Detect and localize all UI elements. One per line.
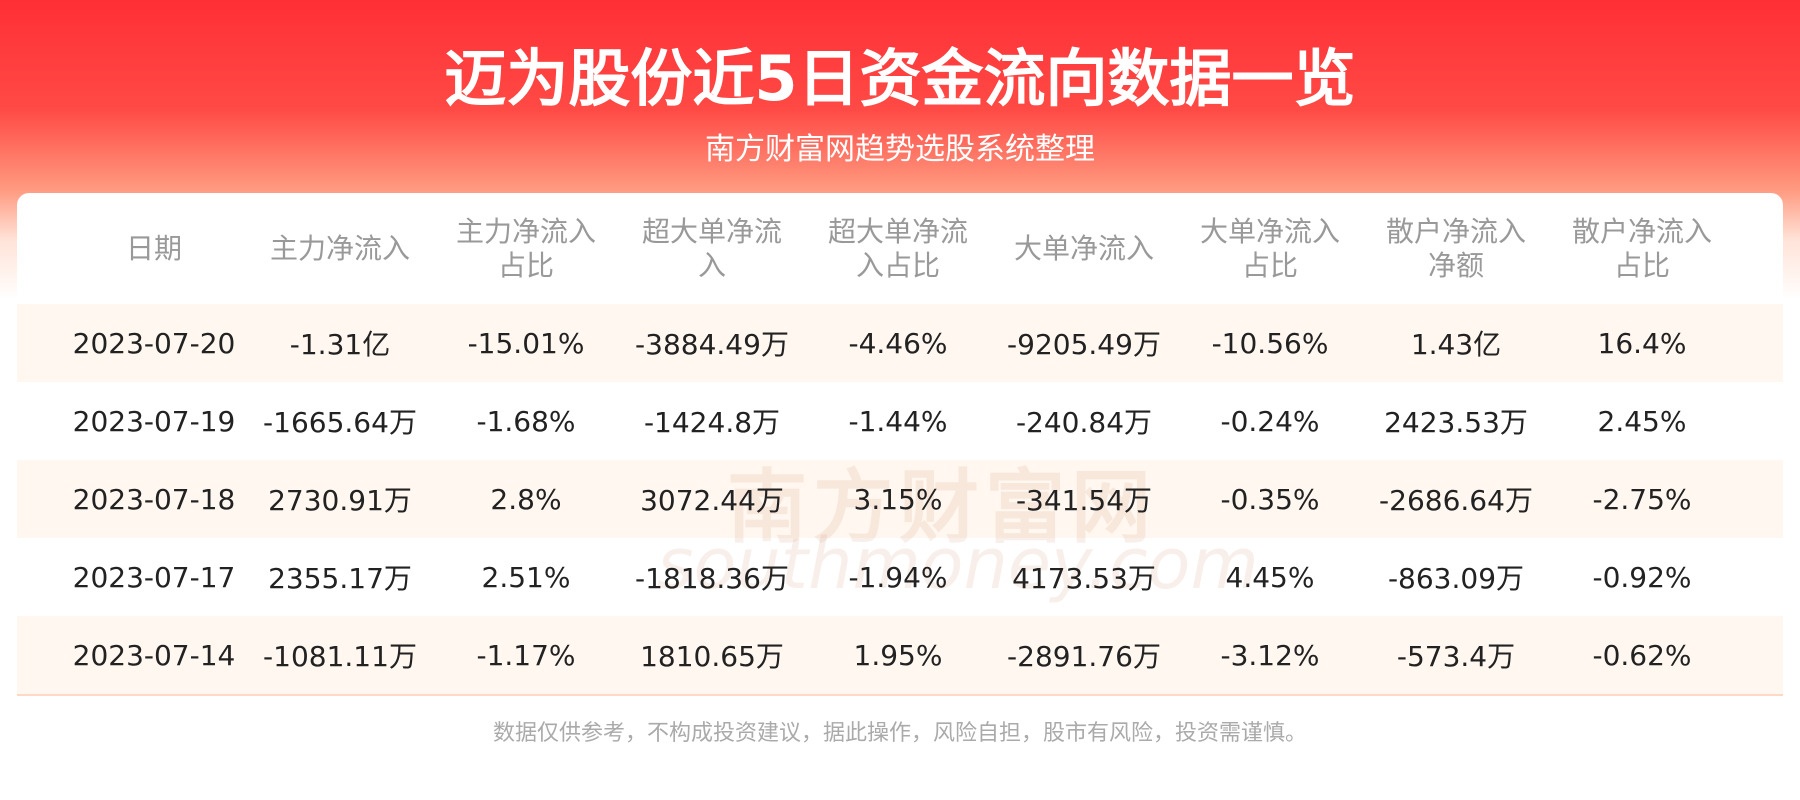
table-cell: -0.92% — [1592, 560, 1692, 594]
column-header: 主力净流入 — [247, 193, 433, 304]
data-table: 日期 主力净流入 主力净流入占比 超大单净流入 超大单净流入占比 大单净流入 大单净流入占比… — [61, 193, 1735, 694]
table-cell: 4.45% — [1225, 560, 1315, 594]
title: 迈为股份近5日资金流向数据一览 — [444, 42, 1356, 115]
table-cell: 3072.44万 — [640, 484, 784, 517]
table-cell: -1665.64万 — [263, 406, 417, 439]
table-cell: -1424.8万 — [643, 406, 781, 439]
table-cell: -573.4万 — [1396, 640, 1516, 673]
table-cell: -341.54万 — [1015, 484, 1153, 517]
table-cell: 4173.53万 — [1012, 562, 1156, 595]
table-row: 2023-07-14 -1081.11万 -1.17% 1810.65万 1.95% -2… — [61, 616, 1735, 694]
table-cell: 3.15% — [853, 482, 943, 516]
table-card: 南方财富网 southmoney.com 日期 主力净流入 主力净流入占比 超大单净流… — [17, 193, 1783, 800]
table-cell: 1.43亿 — [1410, 328, 1502, 361]
column-header: 超大单净流入 — [619, 193, 805, 304]
table-cell: -1.31亿 — [289, 328, 391, 361]
table-cell: -3884.49万 — [635, 328, 789, 361]
table-cell: -1.44% — [848, 404, 948, 438]
table-cell: -3.12% — [1220, 638, 1320, 672]
table-cell: 2023-07-20 — [72, 326, 236, 360]
table-cell: 2423.53万 — [1384, 406, 1528, 439]
table-cell: 2023-07-19 — [72, 404, 236, 438]
table-cell: 2023-07-18 — [72, 482, 236, 516]
header-text: 主力净流入 — [269, 231, 410, 265]
table-cell: -1081.11万 — [263, 640, 417, 673]
row-band — [17, 616, 1783, 694]
column-header: 大单净流入 — [991, 193, 1177, 304]
table-cell: -0.24% — [1220, 404, 1320, 438]
header-text: 超大单净流入 — [641, 214, 782, 282]
column-header: 日期 — [61, 193, 247, 304]
table-cell: -0.62% — [1592, 638, 1692, 672]
table-cell: -240.84万 — [1015, 406, 1153, 439]
watermark: southmoney.com — [657, 523, 1259, 605]
table-cell: -1818.36万 — [635, 562, 789, 595]
table-row: 2023-07-19 -1665.64万 -1.68% -1424.8万 -1.44% -… — [61, 382, 1735, 460]
table-cell: 2355.17万 — [268, 562, 412, 595]
table-cell: 2.51% — [481, 560, 571, 594]
table-cell: -1.17% — [476, 638, 576, 672]
table-cell: -10.56% — [1211, 326, 1329, 360]
table-cell: 2023-07-14 — [72, 638, 236, 672]
table-cell: 2023-07-17 — [72, 560, 236, 594]
column-header: 超大单净流入占比 — [805, 193, 991, 304]
table-cell: 1.95% — [853, 638, 943, 672]
table-cell: -2.75% — [1592, 482, 1692, 516]
table-cell: -2891.76万 — [1007, 640, 1161, 673]
header-text: 日期 — [125, 231, 182, 265]
table-cell: -4.46% — [848, 326, 948, 360]
table-cell: -15.01% — [467, 326, 585, 360]
row-band — [17, 304, 1783, 382]
row-band — [17, 460, 1783, 538]
table-row: 2023-07-18 2730.91万 2.8% 3072.44万 3.15% -341.… — [61, 460, 1735, 538]
watermark: 南方财富网 — [727, 461, 1157, 554]
table-cell: -1.68% — [476, 404, 576, 438]
table-row: 2023-07-20 -1.31亿 -15.01% -3884.49万 -4.46% -9… — [61, 304, 1735, 382]
header-text: 超大单净流入占比 — [827, 214, 968, 282]
column-header: 散户净流入净额 — [1363, 193, 1549, 304]
header-text: 大单净流入 — [1013, 231, 1154, 265]
table-cell: -1.94% — [848, 560, 948, 594]
table-cell: -0.35% — [1220, 482, 1320, 516]
table-cell: -9205.49万 — [1007, 328, 1161, 361]
table-cell: -2686.64万 — [1379, 484, 1533, 517]
header-text: 大单净流入占比 — [1199, 214, 1340, 282]
header-text: 散户净流入占比 — [1571, 214, 1712, 282]
disclaimer: 数据仅供参考，不构成投资建议，据此操作，风险自担，股市有风险，投资需谨慎。 — [492, 721, 1307, 746]
header-text: 散户净流入净额 — [1385, 214, 1526, 282]
column-header: 大单净流入占比 — [1177, 193, 1363, 304]
subtitle: 南方财富网趋势选股系统整理 — [705, 132, 1095, 167]
table-row: 2023-07-17 2355.17万 2.51% -1818.36万 -1.94% 41… — [61, 538, 1735, 616]
table-cell: 1810.65万 — [640, 640, 784, 673]
column-header: 主力净流入占比 — [433, 193, 619, 304]
table-cell: 2.8% — [490, 482, 562, 516]
table-cell: 16.4% — [1597, 326, 1687, 360]
table-cell: 2.45% — [1597, 404, 1687, 438]
header-text: 主力净流入占比 — [455, 214, 596, 282]
table-cell: 2730.91万 — [268, 484, 412, 517]
table-cell: -863.09万 — [1387, 562, 1525, 595]
divider — [17, 694, 1783, 696]
column-header: 散户净流入占比 — [1549, 193, 1735, 304]
